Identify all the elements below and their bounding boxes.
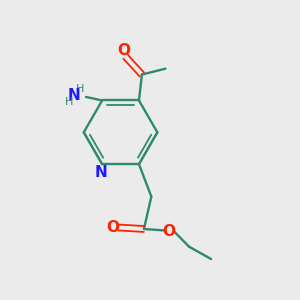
Text: N: N [94, 165, 107, 180]
Text: O: O [106, 220, 119, 235]
Text: O: O [118, 43, 131, 58]
Text: H: H [65, 97, 74, 106]
Text: N: N [68, 88, 81, 103]
Text: H: H [76, 84, 84, 94]
Text: O: O [163, 224, 176, 238]
